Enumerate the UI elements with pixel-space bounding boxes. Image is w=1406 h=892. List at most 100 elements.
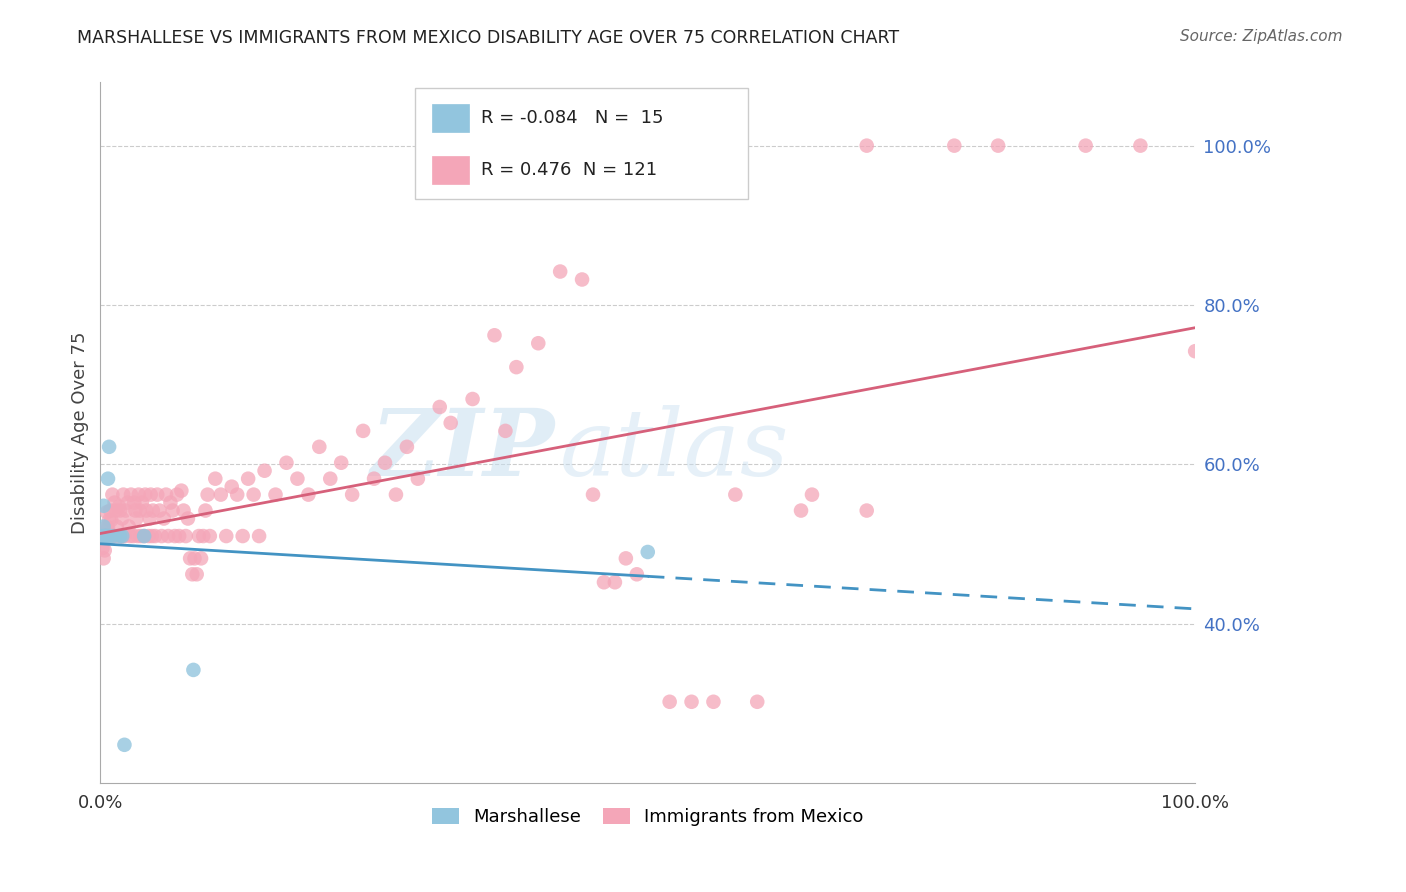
Point xyxy=(124,495,146,509)
Point xyxy=(127,529,149,543)
FancyBboxPatch shape xyxy=(432,155,470,184)
Point xyxy=(111,529,134,543)
Point xyxy=(163,529,186,543)
Point xyxy=(146,488,169,502)
Point xyxy=(173,503,195,517)
Point xyxy=(94,527,117,541)
Point xyxy=(194,503,217,517)
Point xyxy=(105,519,128,533)
Point xyxy=(94,529,117,543)
Point xyxy=(204,472,226,486)
Point xyxy=(93,529,115,543)
Point xyxy=(626,567,648,582)
Point xyxy=(114,738,136,752)
Point xyxy=(287,472,309,486)
Point xyxy=(98,529,121,543)
Point xyxy=(494,424,516,438)
Point xyxy=(461,392,484,406)
Point xyxy=(1074,138,1097,153)
Point xyxy=(1184,344,1206,359)
Point xyxy=(209,488,232,502)
Point xyxy=(637,798,659,813)
Point xyxy=(340,488,363,502)
Point xyxy=(122,529,145,543)
Point xyxy=(855,138,877,153)
Point xyxy=(855,503,877,517)
Point xyxy=(264,488,287,502)
Point xyxy=(790,503,813,517)
Point xyxy=(363,472,385,486)
Point xyxy=(724,488,747,502)
Point xyxy=(129,529,152,543)
Point xyxy=(111,511,134,525)
Point xyxy=(91,529,114,543)
Point xyxy=(93,543,115,558)
Point xyxy=(138,529,160,543)
Point xyxy=(330,456,353,470)
Point xyxy=(134,529,156,543)
Point xyxy=(484,328,506,343)
Point xyxy=(193,529,215,543)
Point xyxy=(190,551,212,566)
Point xyxy=(155,488,177,502)
Point xyxy=(103,529,125,543)
Point xyxy=(236,472,259,486)
Point xyxy=(747,695,769,709)
Point xyxy=(134,488,156,502)
Point xyxy=(582,488,605,502)
Point xyxy=(395,440,418,454)
Point xyxy=(96,519,118,533)
Point xyxy=(93,499,115,513)
Point xyxy=(157,529,180,543)
Point xyxy=(162,503,184,517)
Point xyxy=(138,511,160,525)
Point xyxy=(614,551,637,566)
Point xyxy=(153,511,176,525)
Point xyxy=(801,488,824,502)
Point xyxy=(91,529,114,543)
Point xyxy=(148,503,170,517)
Point xyxy=(110,529,132,543)
Point xyxy=(297,488,319,502)
Point xyxy=(603,575,626,590)
Point xyxy=(97,529,120,543)
Point xyxy=(141,529,163,543)
Point xyxy=(374,456,396,470)
Point xyxy=(198,529,221,543)
Point xyxy=(221,480,243,494)
Point xyxy=(593,575,616,590)
Point xyxy=(98,529,121,543)
Point xyxy=(139,488,162,502)
Point xyxy=(143,529,166,543)
Point xyxy=(669,138,692,153)
Point xyxy=(112,488,135,502)
Point xyxy=(637,545,659,559)
Point xyxy=(100,529,122,543)
Point xyxy=(114,529,136,543)
Point xyxy=(124,503,146,517)
Point xyxy=(118,519,141,533)
Point xyxy=(93,551,115,566)
Point xyxy=(183,663,205,677)
Point xyxy=(131,495,153,509)
Point xyxy=(101,488,124,502)
Point xyxy=(166,488,188,502)
Point xyxy=(118,529,141,543)
Point xyxy=(150,529,173,543)
Point xyxy=(91,541,114,555)
Point xyxy=(93,519,115,533)
Point xyxy=(987,138,1010,153)
Point xyxy=(142,503,165,517)
Text: R = -0.084   N =  15: R = -0.084 N = 15 xyxy=(481,109,664,127)
Point xyxy=(98,503,121,517)
Point xyxy=(352,424,374,438)
Point xyxy=(128,503,150,517)
Point xyxy=(943,138,966,153)
Point xyxy=(93,529,115,543)
Point xyxy=(93,529,115,543)
Text: MARSHALLESE VS IMMIGRANTS FROM MEXICO DISABILITY AGE OVER 75 CORRELATION CHART: MARSHALLESE VS IMMIGRANTS FROM MEXICO DI… xyxy=(77,29,900,46)
Point xyxy=(276,456,298,470)
FancyBboxPatch shape xyxy=(415,88,748,199)
Point xyxy=(658,695,681,709)
Point xyxy=(134,529,156,543)
